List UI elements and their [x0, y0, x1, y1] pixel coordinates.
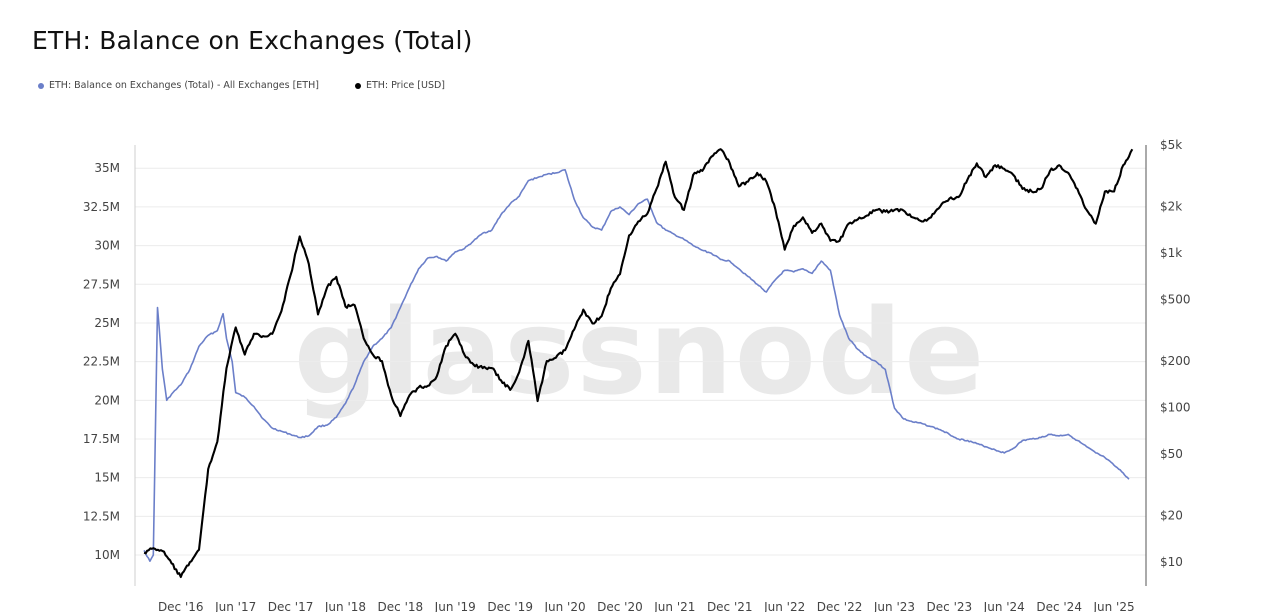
- legend-dot-icon: [354, 82, 361, 89]
- x-tick-label: Dec '21: [707, 600, 753, 612]
- y-right-tick-label: $100: [1160, 401, 1191, 415]
- y-left-tick-label: 22.5M: [83, 355, 120, 369]
- x-tick-label: Dec '18: [378, 600, 424, 612]
- y-right-tick-label: $1k: [1160, 246, 1182, 260]
- tick-labels: 10M 12.5M 15M 17.5M 20M 22.5M 25M 27.5M 30M 32.5M…: [83, 138, 1191, 612]
- y-left-tick-label: 10M: [94, 548, 120, 562]
- price-series-line[interactable]: [143, 148, 1134, 579]
- axes: [134, 145, 1147, 586]
- y-left-tick-label: 32.5M: [83, 200, 120, 214]
- x-tick-label: Dec '19: [487, 600, 533, 612]
- y-right-tick-label: $500: [1160, 293, 1191, 307]
- legend-item-price[interactable]: ETH: Price [USD]: [354, 80, 446, 91]
- legend-dot-icon: [38, 82, 44, 89]
- y-right-tick-label: $20: [1160, 509, 1183, 523]
- y-right-tick-label: $2k: [1160, 199, 1182, 213]
- x-tick-label: Jun '21: [653, 600, 695, 612]
- legend-item-balance[interactable]: ETH: Balance on Exchanges (Total) - All …: [38, 80, 319, 91]
- x-tick-label: Jun '24: [983, 600, 1025, 612]
- y-right-tick-label: $5k: [1160, 138, 1182, 152]
- y-left-tick-label: 27.5M: [83, 277, 120, 291]
- y-left-tick-label: 25M: [94, 316, 120, 330]
- series-layer: [143, 148, 1134, 579]
- x-tick-label: Jun '18: [324, 600, 366, 612]
- x-tick-label: Dec '23: [927, 600, 973, 612]
- x-tick-label: Dec '16: [158, 600, 204, 612]
- y-right-tick-label: $10: [1160, 555, 1183, 569]
- x-tick-label: Jun '22: [763, 600, 805, 612]
- gridlines: [135, 167, 1146, 556]
- legend-label-balance: ETH: Balance on Exchanges (Total) - All …: [49, 80, 319, 91]
- y-left-tick-label: 17.5M: [83, 432, 120, 446]
- legend: ETH: Balance on Exchanges (Total) - All …: [38, 80, 481, 91]
- y-left-tick-label: 15M: [94, 471, 120, 485]
- y-right-tick-label: $200: [1160, 354, 1191, 368]
- x-tick-label: Jun '20: [543, 600, 585, 612]
- y-left-tick-label: 30M: [94, 239, 120, 253]
- x-tick-label: Dec '24: [1036, 600, 1082, 612]
- x-tick-label: Dec '17: [268, 600, 314, 612]
- y-left-tick-label: 35M: [94, 161, 120, 175]
- y-left-tick-label: 12.5M: [83, 509, 120, 523]
- x-tick-label: Dec '22: [817, 600, 863, 612]
- x-tick-label: Dec '20: [597, 600, 643, 612]
- y-right-tick-label: $50: [1160, 447, 1183, 461]
- x-tick-label: Jun '23: [873, 600, 915, 612]
- chart-title: ETH: Balance on Exchanges (Total): [32, 26, 473, 55]
- legend-label-price: ETH: Price [USD]: [365, 80, 446, 91]
- x-tick-label: Jun '25: [1092, 600, 1134, 612]
- balance-series-line[interactable]: [143, 169, 1130, 562]
- y-left-tick-label: 20M: [94, 393, 120, 407]
- x-tick-label: Jun '17: [214, 600, 256, 612]
- x-tick-label: Jun '19: [434, 600, 476, 612]
